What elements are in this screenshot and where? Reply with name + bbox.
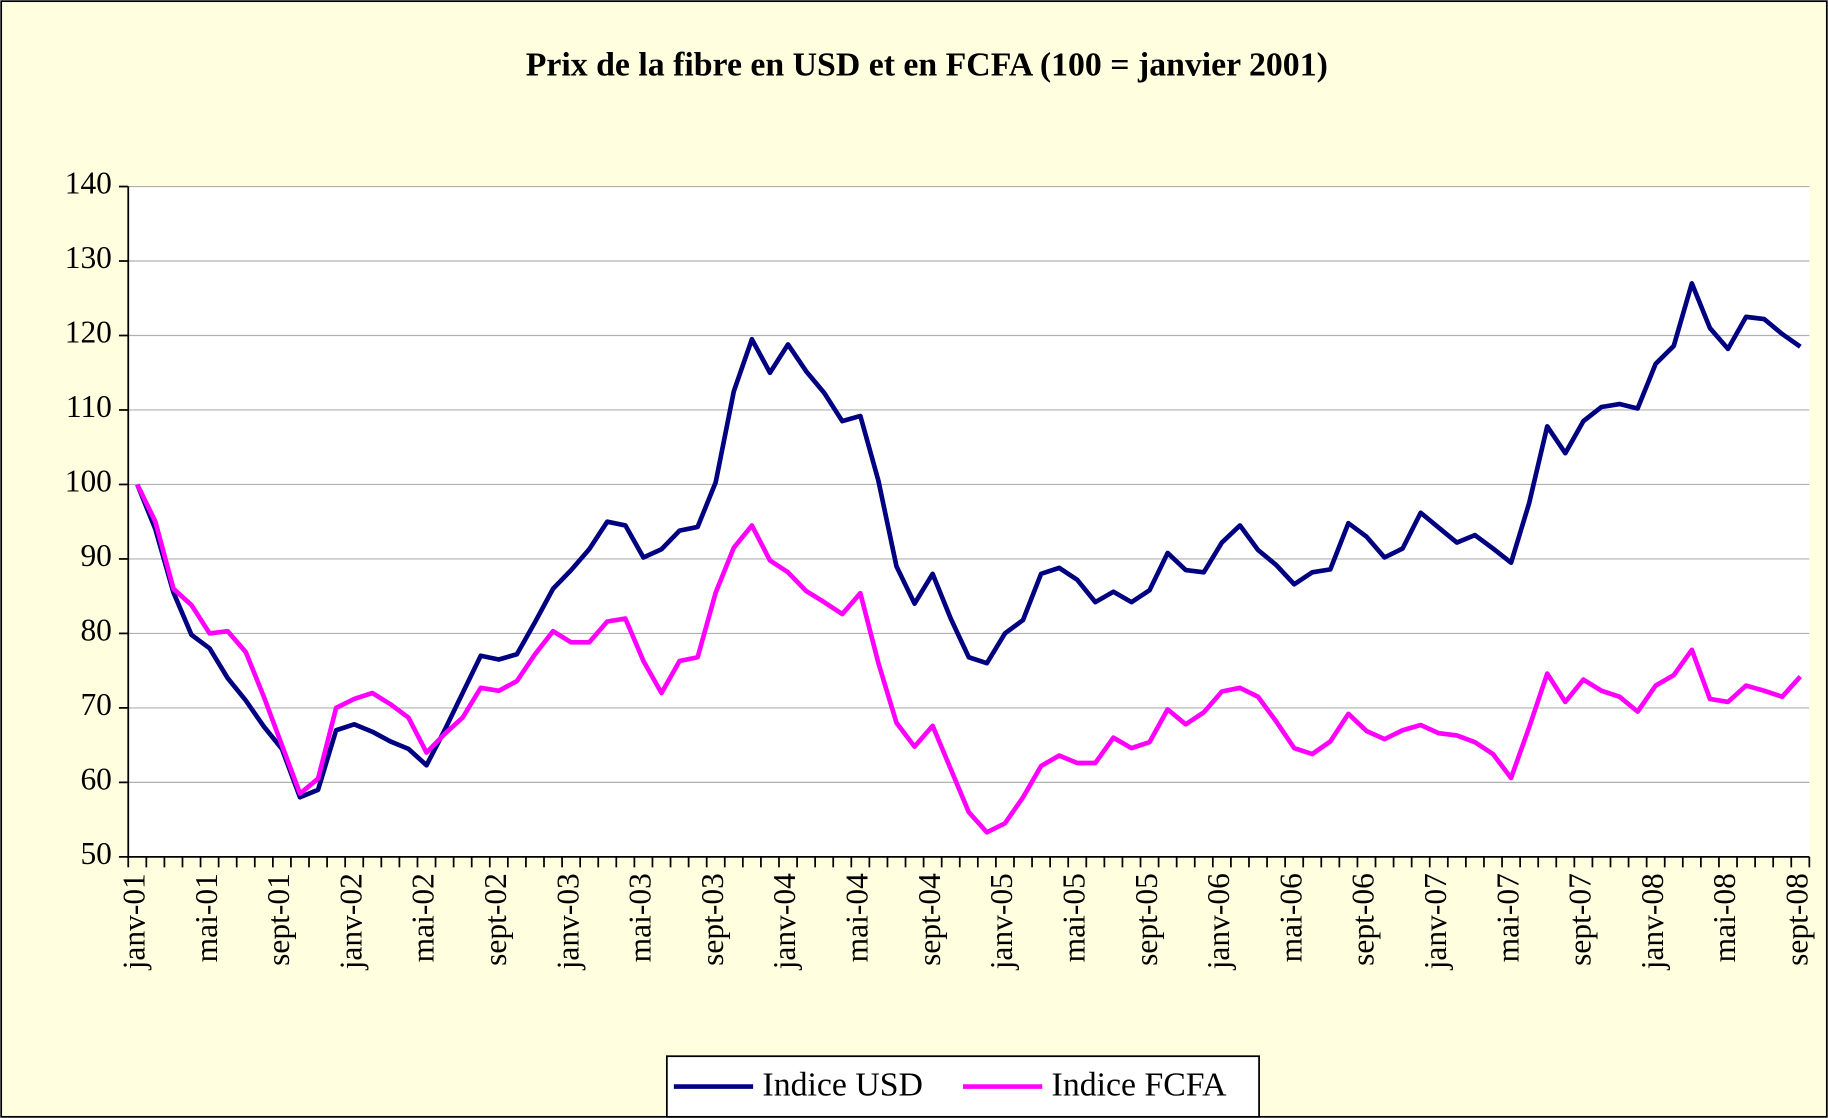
x-tick-label: janv-04: [767, 873, 802, 970]
y-tick-label: 50: [80, 836, 111, 871]
line-series: [135, 483, 1803, 835]
x-tick-label: sept-05: [1129, 873, 1164, 966]
y-tick-label: 60: [80, 762, 111, 797]
x-tick-label: janv-01: [117, 873, 152, 970]
y-tick-label: 80: [80, 613, 111, 648]
y-tick-label: 140: [65, 166, 112, 201]
x-tick-label: janv-03: [550, 873, 585, 970]
x-tick-label: sept-02: [478, 873, 513, 966]
x-tick-label: mai-05: [1056, 873, 1091, 962]
line-series: [135, 281, 1802, 800]
x-tick-label: janv-02: [333, 873, 368, 970]
x-tick-label: mai-01: [189, 873, 224, 962]
x-tick-label: mai-03: [623, 873, 658, 962]
y-tick-label: 130: [65, 240, 112, 275]
y-tick-label: 70: [80, 687, 111, 722]
y-tick-label: 120: [65, 315, 112, 350]
x-tick-label: mai-06: [1273, 873, 1308, 962]
x-tick-label: mai-07: [1490, 873, 1525, 962]
x-tick-label: mai-08: [1707, 873, 1742, 962]
y-tick-label: 100: [65, 464, 112, 499]
x-tick-label: sept-08: [1780, 873, 1815, 966]
x-tick-label: janv-06: [1201, 873, 1236, 970]
x-tick-label: sept-03: [695, 873, 730, 966]
x-tick-label: mai-04: [840, 873, 875, 962]
x-tick-label: janv-05: [984, 873, 1019, 970]
x-tick-label: sept-06: [1346, 873, 1381, 966]
y-tick-label: 110: [66, 389, 112, 424]
legend-label: Indice FCFA: [1052, 1066, 1228, 1103]
plot-area: [128, 186, 1810, 857]
y-tick-label: 90: [80, 538, 111, 573]
legend-label: Indice USD: [762, 1066, 923, 1103]
x-tick-label: mai-02: [406, 873, 441, 962]
x-tick-label: sept-04: [912, 873, 947, 966]
x-tick-label: sept-07: [1563, 873, 1598, 966]
x-tick-label: janv-08: [1635, 873, 1670, 970]
x-tick-label: janv-07: [1418, 873, 1453, 970]
chart-title: Prix de la fibre en USD et en FCFA (100 …: [526, 46, 1328, 83]
x-tick-label: sept-01: [261, 873, 296, 966]
